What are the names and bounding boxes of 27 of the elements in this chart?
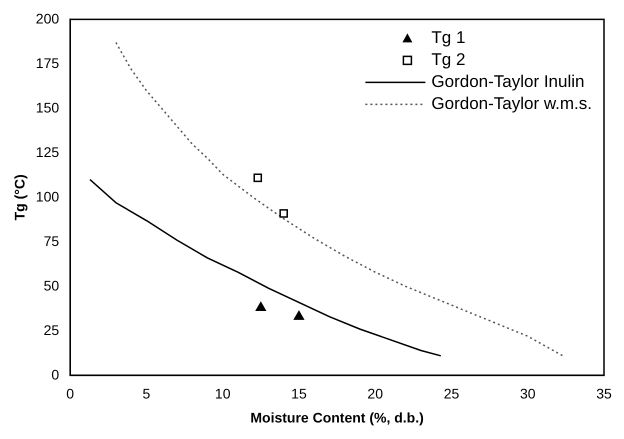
y-tick-label: 0: [51, 366, 60, 382]
x-tick-label: 0: [66, 386, 74, 402]
y-tick-label: 150: [36, 99, 60, 116]
point: [256, 302, 266, 312]
y-tick-label: 75: [44, 232, 60, 249]
point: [279, 209, 288, 218]
point: [253, 174, 262, 182]
legend-label: Tg 2: [431, 50, 466, 70]
y-axis-title: Tg (°C): [11, 174, 28, 220]
legend-label: Tg 1: [431, 28, 466, 48]
x-tick-label: 35: [596, 386, 612, 402]
y-tick-label: 125: [36, 144, 60, 160]
y-tick-label: 175: [36, 54, 60, 71]
legend-label: Gordon-Taylor w.m.s.: [431, 94, 592, 114]
y-tick-label: 200: [36, 10, 60, 26]
x-tick-label: 20: [367, 386, 384, 402]
point: [294, 310, 304, 320]
y-tick-label: 100: [36, 188, 60, 204]
x-tick-label: 30: [520, 386, 536, 402]
x-tick-label: 15: [291, 386, 307, 402]
x-tick-label: 5: [142, 386, 151, 402]
y-tick-label: 25: [44, 322, 60, 338]
x-tick-label: 10: [214, 386, 231, 402]
x-tick-label: 25: [444, 386, 460, 402]
y-tick-label: 50: [44, 277, 60, 294]
x-axis-title: Moisture Content (%, d.b.): [250, 409, 424, 426]
legend-label: Gordon-Taylor Inulin: [431, 72, 584, 92]
